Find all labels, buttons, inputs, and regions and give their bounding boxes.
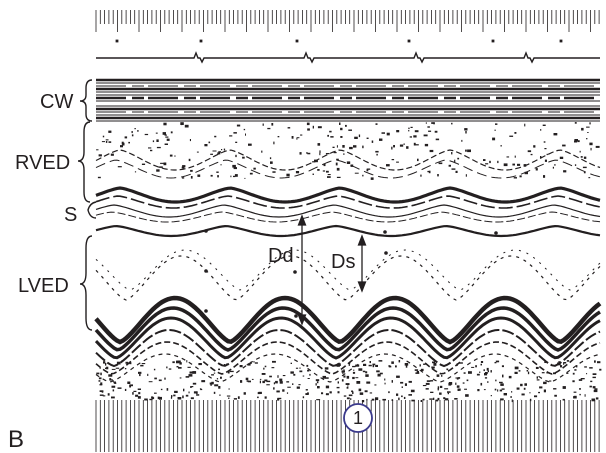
wall-motion-traces xyxy=(94,149,602,383)
label-s: S xyxy=(64,204,77,226)
label-rved: RVED xyxy=(15,152,70,174)
brace-s xyxy=(87,201,97,219)
marker-1: 1 xyxy=(343,403,373,433)
dd-arrow xyxy=(297,214,307,326)
ecg-trace xyxy=(96,51,600,64)
marker-number: 1 xyxy=(353,408,363,428)
brace-cw xyxy=(79,79,93,122)
label-cw: CW xyxy=(40,91,73,113)
label-ds: Ds xyxy=(331,251,355,273)
brace-lved xyxy=(79,235,93,331)
panel-label: B xyxy=(8,426,24,453)
ds-arrow xyxy=(357,234,367,293)
echo-speckle xyxy=(96,122,602,403)
timing-ticks-top xyxy=(95,10,600,43)
timing-ticks-bottom xyxy=(95,400,600,452)
chest-wall-echo-band xyxy=(96,78,600,122)
brace-rved xyxy=(77,121,91,203)
label-dd: Dd xyxy=(268,245,294,267)
label-lved: LVED xyxy=(18,275,69,297)
lv-cavity-echoes xyxy=(204,229,498,318)
